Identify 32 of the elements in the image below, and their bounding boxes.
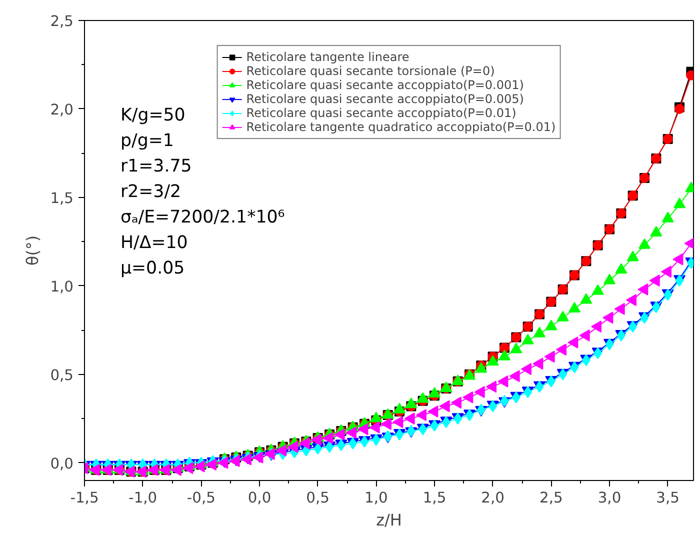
y-tick-label: 0,0: [50, 455, 74, 472]
y-tick-label: 1,0: [50, 278, 74, 296]
x-axis-title: z/H: [376, 510, 402, 530]
annotation: H/Δ=10: [120, 233, 188, 253]
x-tick-label: 0,0: [248, 490, 272, 506]
annotation: μ=0.05: [120, 258, 185, 278]
legend-label: Reticolare quasi secante accoppiato(P=0.01): [246, 106, 516, 120]
x-tick-label: 1,0: [364, 490, 388, 506]
y-tick-label: 2,0: [50, 101, 74, 118]
annotation: p/g=1: [120, 131, 174, 151]
x-tick-label: 1,5: [422, 490, 446, 506]
x-tick-label: 3,5: [656, 490, 680, 506]
legend-label: Reticolare quasi secante torsionale (P=0): [246, 64, 495, 78]
x-tick-label: 0,5: [306, 490, 330, 506]
legend-label: Reticolare tangente lineare: [246, 50, 410, 64]
annotation: r1=3.75: [120, 156, 192, 176]
y-tick-label: 0,5: [50, 366, 74, 384]
x-tick-label: -1,0: [128, 490, 158, 506]
x-tick-label: 2,5: [540, 490, 563, 506]
x-tick-label: 3,0: [598, 490, 622, 506]
annotation: σₐ/E=7200/2.1*10⁶: [120, 208, 285, 228]
annotation: r2=3/2: [120, 182, 182, 202]
legend-label: Reticolare quasi secante accoppiato(P=0.005): [246, 92, 524, 106]
legend-label: Reticolare tangente quadratico accoppiato(P=0.01): [246, 120, 556, 134]
x-tick-label: 2,0: [481, 490, 504, 506]
x-tick-label: -1,5: [70, 490, 99, 506]
x-tick-label: -0,5: [186, 490, 216, 506]
y-axis-title: θ(°): [23, 235, 42, 266]
y-tick-label: 2,5: [50, 13, 74, 30]
y-tick-label: 1,5: [50, 190, 74, 207]
annotation: K/g=50: [120, 106, 186, 126]
legend-label: Reticolare quasi secante accoppiato(P=0.001): [246, 78, 524, 92]
